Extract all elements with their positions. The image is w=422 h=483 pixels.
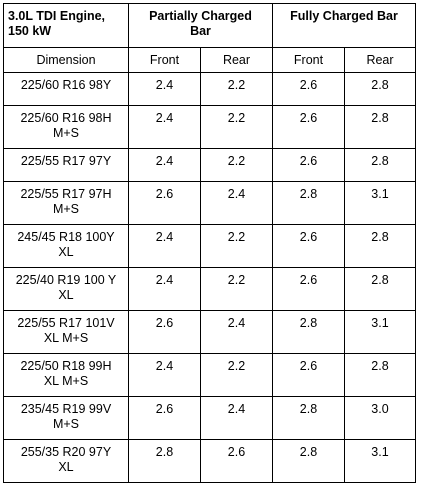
dimension-cell: 255/35 R20 97Y XL — [3, 439, 129, 483]
full-rear-cell: 3.1 — [344, 310, 416, 354]
dimension-cell: 225/50 R18 99H XL M+S — [3, 353, 129, 397]
engine-header-line2: 150 kW — [8, 24, 52, 38]
table-body: 225/60 R16 98Y 2.4 2.2 2.6 2.8 225/60 R16 98H… — [3, 72, 416, 483]
partial-rear-cell: 2.2 — [200, 148, 273, 182]
full-front-header: Front — [272, 47, 345, 73]
partial-front-cell: 2.4 — [128, 148, 201, 182]
dimension-line2: XL — [58, 288, 74, 302]
engine-header: 3.0L TDI Engine, 150 kW — [3, 3, 129, 48]
dimension-cell: 225/60 R16 98Y — [3, 72, 129, 106]
partial-rear-cell: 2.2 — [200, 224, 273, 268]
dimension-line1: 225/50 R18 99H — [20, 359, 112, 373]
table-row: 235/45 R19 99V M+S 2.6 2.4 2.8 3.0 — [3, 396, 416, 440]
full-front-cell: 2.8 — [272, 181, 345, 225]
partial-front-header: Front — [128, 47, 201, 73]
dimension-cell: 235/45 R19 99V M+S — [3, 396, 129, 440]
table-row: 225/55 R17 97H M+S 2.6 2.4 2.8 3.1 — [3, 181, 416, 225]
partial-front-cell: 2.6 — [128, 310, 201, 354]
dimension-cell: 225/55 R17 97Y — [3, 148, 129, 182]
partial-front-cell: 2.4 — [128, 72, 201, 106]
partial-rear-cell: 2.4 — [200, 310, 273, 354]
dimension-line1: 245/45 R18 100Y — [17, 230, 115, 244]
dimension-line1: 225/40 R19 100 Y — [15, 273, 117, 287]
table-row: 225/55 R17 97Y 2.4 2.2 2.6 2.8 — [3, 148, 416, 182]
table-row: 225/50 R18 99H XL M+S 2.4 2.2 2.6 2.8 — [3, 353, 416, 397]
partial-rear-cell: 2.4 — [200, 396, 273, 440]
dimension-line2: XL — [58, 245, 74, 259]
table-row: 225/60 R16 98H M+S 2.4 2.2 2.6 2.8 — [3, 105, 416, 149]
dimension-cell: 225/55 R17 97H M+S — [3, 181, 129, 225]
dimension-line2: M+S — [52, 126, 80, 140]
fully-charged-header: Fully Charged Bar — [272, 3, 416, 48]
full-front-cell: 2.6 — [272, 267, 345, 311]
dimension-line1: 225/60 R16 98H — [20, 111, 112, 125]
table-row: 255/35 R20 97Y XL 2.8 2.6 2.8 3.1 — [3, 439, 416, 483]
full-rear-cell: 3.1 — [344, 439, 416, 483]
dimension-line1: 225/55 R17 97Y — [20, 154, 112, 168]
dimension-line1: 225/55 R17 101V — [17, 316, 115, 330]
dimension-line1: 235/45 R19 99V — [20, 402, 112, 416]
dimension-line2: M+S — [52, 202, 80, 216]
partial-front-cell: 2.4 — [128, 105, 201, 149]
partial-rear-cell: 2.2 — [200, 105, 273, 149]
partial-rear-header: Rear — [200, 47, 273, 73]
full-rear-cell: 2.8 — [344, 224, 416, 268]
dimension-cell: 225/55 R17 101V XL M+S — [3, 310, 129, 354]
full-front-cell: 2.6 — [272, 224, 345, 268]
full-rear-cell: 2.8 — [344, 148, 416, 182]
full-front-cell: 2.8 — [272, 439, 345, 483]
partially-charged-header: Partially Charged Bar — [128, 3, 273, 48]
page: 3.0L TDI Engine, 150 kW Partially Charge… — [3, 3, 416, 483]
partial-rear-cell: 2.2 — [200, 353, 273, 397]
full-front-cell: 2.6 — [272, 105, 345, 149]
full-front-cell: 2.6 — [272, 72, 345, 106]
dimension-cell: 245/45 R18 100Y XL — [3, 224, 129, 268]
partially-charged-line1: Partially Charged — [149, 9, 252, 23]
full-front-cell: 2.6 — [272, 353, 345, 397]
partial-rear-cell: 2.2 — [200, 267, 273, 311]
partial-front-cell: 2.4 — [128, 267, 201, 311]
dimension-cell: 225/60 R16 98H M+S — [3, 105, 129, 149]
partial-rear-cell: 2.6 — [200, 439, 273, 483]
partial-front-cell: 2.6 — [128, 181, 201, 225]
dimension-line1: 225/55 R17 97H — [20, 187, 112, 201]
full-front-cell: 2.6 — [272, 148, 345, 182]
dimension-line2: XL M+S — [43, 331, 89, 345]
dimension-header: Dimension — [3, 47, 129, 73]
partial-front-cell: 2.8 — [128, 439, 201, 483]
dimension-line2: M+S — [52, 417, 80, 431]
full-rear-header: Rear — [344, 47, 416, 73]
dimension-line1: 225/60 R16 98Y — [20, 78, 112, 92]
full-rear-cell: 2.8 — [344, 353, 416, 397]
partially-charged-line2: Bar — [190, 24, 211, 38]
dimension-line2: XL M+S — [43, 374, 89, 388]
table-row: 225/60 R16 98Y 2.4 2.2 2.6 2.8 — [3, 72, 416, 106]
full-rear-cell: 2.8 — [344, 72, 416, 106]
full-front-cell: 2.8 — [272, 396, 345, 440]
dimension-line2: XL — [58, 460, 74, 474]
engine-header-line1: 3.0L TDI Engine, — [8, 9, 106, 23]
partial-front-cell: 2.6 — [128, 396, 201, 440]
table-row: 225/55 R17 101V XL M+S 2.6 2.4 2.8 3.1 — [3, 310, 416, 354]
dimension-line1: 255/35 R20 97Y — [20, 445, 112, 459]
full-rear-cell: 2.8 — [344, 105, 416, 149]
full-rear-cell: 3.1 — [344, 181, 416, 225]
partial-front-cell: 2.4 — [128, 224, 201, 268]
table-row: 245/45 R18 100Y XL 2.4 2.2 2.6 2.8 — [3, 224, 416, 268]
full-rear-cell: 3.0 — [344, 396, 416, 440]
full-rear-cell: 2.8 — [344, 267, 416, 311]
fully-charged-label: Fully Charged Bar — [290, 9, 398, 23]
dimension-cell: 225/40 R19 100 Y XL — [3, 267, 129, 311]
tire-pressure-table: 3.0L TDI Engine, 150 kW Partially Charge… — [3, 3, 416, 483]
partial-front-cell: 2.4 — [128, 353, 201, 397]
partial-rear-cell: 2.4 — [200, 181, 273, 225]
table-row: 225/40 R19 100 Y XL 2.4 2.2 2.6 2.8 — [3, 267, 416, 311]
partial-rear-cell: 2.2 — [200, 72, 273, 106]
full-front-cell: 2.8 — [272, 310, 345, 354]
